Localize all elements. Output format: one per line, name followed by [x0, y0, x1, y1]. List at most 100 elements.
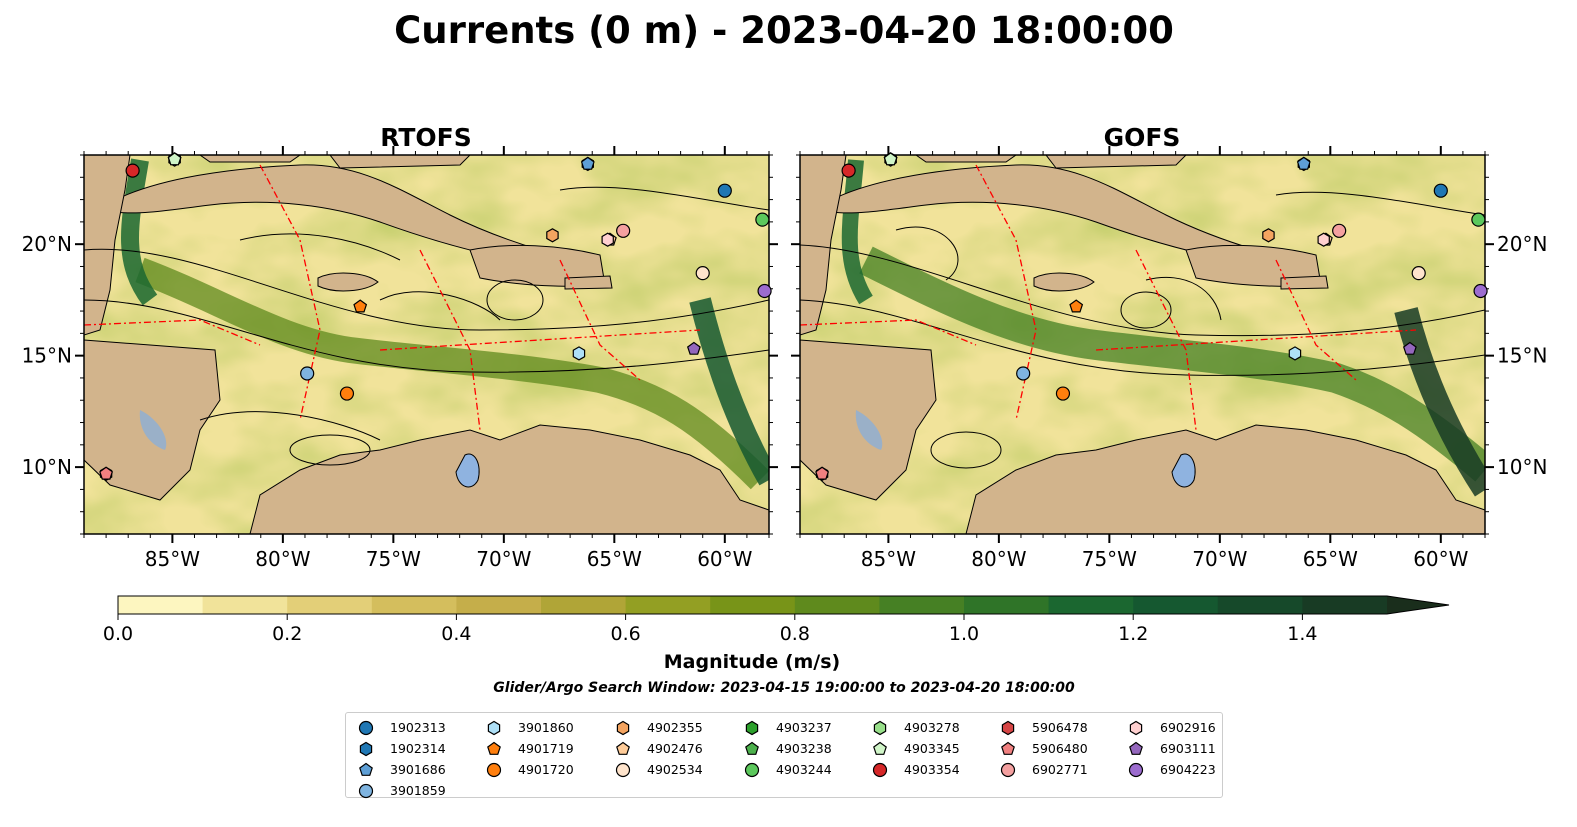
- caribbean-current-band: [859, 246, 1485, 482]
- legend-marker-4902355: [616, 720, 630, 736]
- legend-marker-3901686: [359, 762, 373, 776]
- legend-marker-4903345: [873, 741, 887, 755]
- legend-label: 4901720: [518, 762, 574, 777]
- float-marker-4901720: [1055, 386, 1071, 401]
- float-marker-6903111: [686, 341, 701, 355]
- circle-marker-icon: [872, 762, 888, 778]
- hexagon-marker-icon: [616, 720, 630, 736]
- float-markers-gofs: [815, 152, 1488, 481]
- lon-tick-label: 70°W: [476, 547, 531, 571]
- colorbar-ticks: 0.0 0.2 0.4 0.6 0.8 1.0 1.2 1.4: [103, 614, 1318, 645]
- legend-marker-4901720: [486, 762, 502, 778]
- colorbar-tick-label: 0.6: [610, 623, 640, 645]
- streamlines-gofs: [800, 191, 1485, 469]
- float-marker-4902534: [1411, 266, 1426, 281]
- hexagon-marker-icon: [1001, 720, 1015, 736]
- map-frame-gofs: [799, 154, 1486, 535]
- lat-tick-label: 20°N: [22, 232, 72, 256]
- legend-label: 6904223: [1160, 762, 1216, 777]
- legend-marker-6902916: [1129, 720, 1143, 736]
- legend-label: 3901859: [390, 783, 446, 798]
- legend-marker-5906480: [1001, 741, 1015, 755]
- legend-label: 5906480: [1032, 741, 1088, 756]
- hexagon-marker-icon: [1129, 720, 1143, 736]
- lake-nicaragua-rtofs: [139, 410, 167, 450]
- lon-tick-label: 80°W: [971, 547, 1026, 571]
- legend-marker-4903244: [744, 762, 760, 778]
- lon-tick-label: 75°W: [1082, 547, 1137, 571]
- float-marker-4903244: [1471, 212, 1486, 227]
- circle-marker-icon: [358, 720, 374, 736]
- legend-label: 4903345: [904, 741, 960, 756]
- float-marker-3901859: [300, 366, 315, 381]
- legend-label: 4903278: [904, 720, 960, 735]
- float-marker-5906480: [99, 466, 114, 480]
- colorbar-tick-label: 1.2: [1118, 623, 1148, 645]
- float-marker-1902313: [717, 183, 732, 198]
- float-marker-4903354: [125, 163, 140, 178]
- lon-tick-label: 85°W: [861, 547, 916, 571]
- circle-marker-icon: [744, 762, 760, 778]
- colorbar-bin: [118, 596, 204, 614]
- circle-marker-icon: [486, 762, 502, 778]
- colorbar-tick-label: 0.8: [780, 623, 810, 645]
- colorbar-extend-arrow: [1387, 596, 1449, 614]
- colorbar-bin: [879, 596, 965, 614]
- float-marker-4902355: [546, 228, 559, 243]
- float-marker-6904223: [1473, 283, 1488, 299]
- figure-title: Currents (0 m) - 2023-04-20 18:00:00: [394, 9, 1174, 52]
- colorbar-bin: [287, 596, 373, 614]
- colorbar-label: Magnitude (m/s): [664, 651, 841, 673]
- circle-marker-icon: [1000, 762, 1016, 778]
- colorbar-bin: [1048, 596, 1134, 614]
- float-marker-6904223: [757, 283, 772, 299]
- float-marker-4902355: [1262, 228, 1275, 243]
- legend-marker-6902771: [1000, 762, 1016, 778]
- colorbar-bin: [625, 596, 711, 614]
- hexagon-marker-icon: [745, 720, 759, 736]
- legend-label: 4902476: [647, 741, 703, 756]
- legend-label: 6902771: [1032, 762, 1088, 777]
- legend-label: 6902916: [1160, 720, 1216, 735]
- float-marker-4901719: [353, 299, 368, 313]
- lon-tick-label: 80°W: [255, 547, 310, 571]
- lake-maracaibo-rtofs: [455, 453, 480, 488]
- pentagon-marker-icon: [616, 741, 630, 755]
- float-marker-4903345: [167, 152, 182, 166]
- colorbar-bin: [1302, 596, 1388, 614]
- legend-marker-6904223: [1128, 762, 1144, 778]
- pentagon-marker-icon: [487, 741, 501, 755]
- float-marker-3901686: [1296, 156, 1311, 170]
- colorbar-bin: [710, 596, 796, 614]
- axes-gofs: 85°W 80°W 75°W 70°W 65°W 60°W 20°N 15°N 10°N: [791, 146, 1547, 571]
- legend-label: 1902313: [390, 720, 446, 735]
- legend-marker-6903111: [1129, 741, 1143, 755]
- colorbar: 0.0 0.2 0.4 0.6 0.8 1.0 1.2 1.4 Magnitude (m/s): [103, 595, 1450, 673]
- colorbar-tick-label: 0.2: [272, 623, 302, 645]
- yucatan-current-band: [841, 159, 873, 305]
- colorbar-bin: [541, 596, 627, 614]
- lat-tick-label: 15°N: [1497, 344, 1547, 368]
- panel-rtofs: RTOFS: [22, 123, 778, 571]
- legend-label: 4902355: [647, 720, 703, 735]
- hexagon-marker-icon: [359, 741, 373, 757]
- lon-tick-label: 70°W: [1192, 547, 1247, 571]
- colorbar-bin: [202, 596, 288, 614]
- circle-marker-icon: [1128, 762, 1144, 778]
- legend-label: 4902534: [647, 762, 703, 777]
- legend-label: 5906478: [1032, 720, 1088, 735]
- search-window-text: Glider/Argo Search Window: 2023-04-15 19…: [493, 680, 1075, 696]
- legend-marker-4902534: [615, 762, 631, 778]
- legend-label: 3901860: [518, 720, 574, 735]
- legend-label: 1902314: [390, 741, 446, 756]
- hexagon-marker-icon: [487, 720, 501, 736]
- circle-marker-icon: [615, 762, 631, 778]
- map-frame-rtofs: [83, 154, 770, 535]
- float-marker-4903244: [755, 212, 770, 227]
- float-marker-3901860: [572, 346, 586, 361]
- float-marker-3901859: [1016, 366, 1031, 381]
- yucatan-current-band: [121, 158, 158, 306]
- colorbar-bin: [456, 596, 542, 614]
- panel-title-gofs: GOFS: [1104, 123, 1181, 152]
